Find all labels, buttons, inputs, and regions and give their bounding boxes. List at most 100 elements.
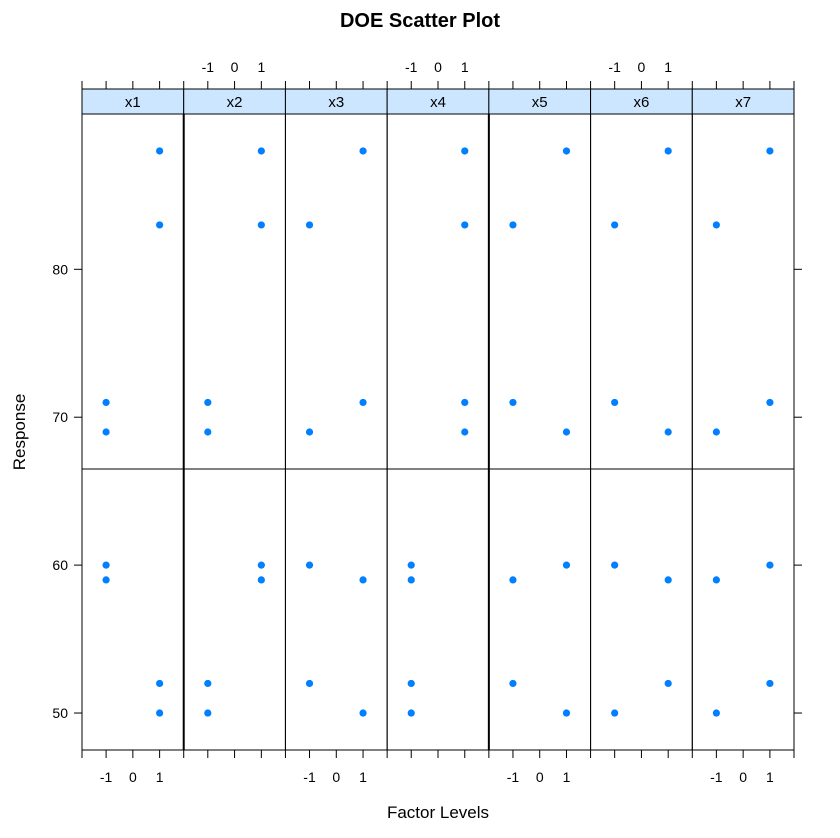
data-point-x3-1 [305,221,314,229]
data-point-x2-0 [257,147,265,155]
data-point-x3-3 [305,428,314,436]
x-tick-label-top-x2-0: 0 [231,59,239,75]
data-point-x5-7 [562,709,571,717]
data-point-x4-6 [407,679,415,688]
data-point-x3-7 [359,709,367,717]
strip-label-x4: x4 [430,94,446,111]
data-point-x6-0 [664,147,672,155]
strip-label-x2: x2 [227,94,243,111]
data-point-x5-2 [509,398,517,407]
panel-x5 [488,113,592,751]
data-point-x2-5 [257,576,265,584]
x-axis-label: Factor Levels [387,803,489,822]
plot-frame [81,88,795,751]
data-point-x6-6 [664,679,672,688]
data-point-x5-4 [562,561,571,569]
data-point-x1-0 [156,147,164,155]
data-point-x6-3 [664,428,672,436]
y-tick-label-70: 70 [52,409,68,425]
panel-x1 [81,113,185,751]
x-tick-label-bottom-x5--1: -1 [507,769,520,785]
data-point-x4-7 [407,709,415,717]
strip-label-x1: x1 [125,94,141,111]
data-point-x5-0 [562,147,571,155]
data-point-x2-7 [204,709,212,717]
data-point-x5-6 [509,679,517,688]
data-point-x7-5 [712,576,720,584]
data-point-x7-2 [766,398,774,407]
data-point-x7-1 [712,221,720,229]
data-point-x4-3 [461,428,469,436]
y-tick-label-80: 80 [52,261,68,277]
data-point-x1-7 [156,709,164,717]
data-point-x3-5 [359,576,367,584]
data-point-x5-3 [562,428,571,436]
x-tick-label-bottom-x1--1: -1 [100,769,113,785]
data-point-x7-4 [766,561,774,569]
data-point-x1-1 [156,221,164,229]
x-tick-label-bottom-x3--1: -1 [303,769,316,785]
data-point-x4-4 [407,561,415,569]
strip-x2 [183,88,286,115]
y-tick-label-50: 50 [52,705,68,721]
data-point-x5-1 [509,221,517,229]
data-point-x6-7 [611,709,619,717]
data-point-x7-6 [766,679,774,688]
x-tick-label-top-x2-1: 1 [257,59,265,75]
chart-title: DOE Scatter Plot [340,10,500,32]
strip-label-x3: x3 [328,94,344,111]
data-point-x4-1 [461,221,469,229]
data-point-x7-3 [712,428,720,436]
data-point-x2-4 [257,561,265,569]
data-point-x5-5 [509,576,517,584]
data-point-x1-6 [156,679,164,688]
x-tick-label-bottom-x1-0: 0 [129,769,137,785]
x-tick-label-bottom-x3-1: 1 [359,769,367,785]
x-tick-label-top-x2--1: -1 [202,59,215,75]
panel-x4 [386,113,490,751]
data-point-x7-7 [712,709,720,717]
data-point-x2-1 [257,221,265,229]
panel-x6 [590,113,693,751]
x-tick-label-top-x4-1: 1 [461,59,469,75]
data-point-x6-2 [611,398,619,407]
x-tick-label-bottom-x3-0: 0 [332,769,340,785]
panel-x7 [691,113,795,751]
x-tick-label-top-x4-0: 0 [434,59,442,75]
data-point-x3-2 [359,398,367,407]
strip-x6 [590,88,693,115]
data-point-x2-6 [204,679,212,688]
data-point-x3-0 [359,147,367,155]
x-tick-label-top-x6--1: -1 [608,59,621,75]
data-point-x2-3 [204,428,212,436]
strip-label-x7: x7 [735,94,751,111]
data-point-x6-4 [611,561,619,569]
panel-x3 [284,113,388,751]
x-tick-label-bottom-x5-1: 1 [563,769,571,785]
data-point-x6-5 [664,576,672,584]
data-point-x2-2 [204,398,212,407]
x-tick-label-top-x6-1: 1 [664,59,672,75]
x-tick-label-bottom-x1-1: 1 [156,769,164,785]
data-point-x7-0 [766,147,774,155]
panel-x2 [183,113,286,751]
plot-area: x1 x2 x3 x4 x5 x6 x7 50 60 70 80 -1 0 1 -1 0 1 -1 0 1 -1 0 1 -1… [52,59,802,785]
data-point-x4-0 [461,147,469,155]
x-tick-label-bottom-x7-0: 0 [739,769,747,785]
x-tick-label-bottom-x5-0: 0 [536,769,544,785]
y-tick-label-60: 60 [52,557,68,573]
data-point-x6-1 [611,221,619,229]
data-point-x1-2 [102,398,110,407]
data-point-x1-3 [102,428,110,436]
strip-label-x5: x5 [532,94,548,111]
x-tick-label-bottom-x7-1: 1 [766,769,774,785]
x-tick-label-top-x6-0: 0 [638,59,646,75]
data-point-x1-5 [102,576,110,584]
data-point-x4-2 [461,398,469,407]
data-point-x1-4 [102,561,110,569]
y-axis-label: Response [10,394,29,471]
x-tick-label-top-x4--1: -1 [405,59,418,75]
data-point-x4-5 [407,576,415,584]
strip-label-x6: x6 [634,94,650,111]
